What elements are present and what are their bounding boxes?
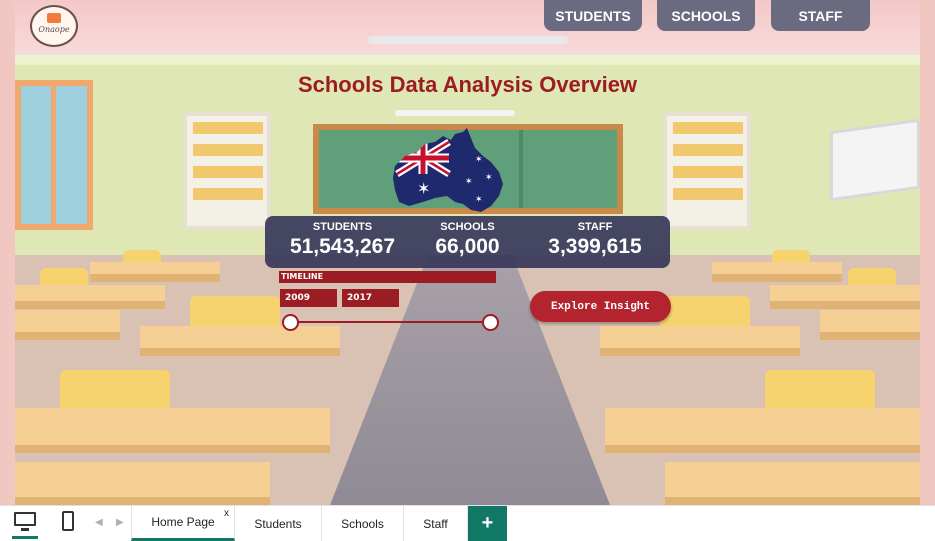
desk	[820, 310, 920, 340]
tab-home-page[interactable]: Home Page x	[131, 506, 235, 541]
bookshelf-right	[663, 112, 751, 230]
kpi-card: STUDENTS 51,543,267 SCHOOLS 66,000 STAFF…	[265, 216, 670, 268]
kpi-schools-label: SCHOOLS	[440, 221, 495, 233]
desktop-view-indicator	[12, 536, 38, 539]
classroom-window	[15, 80, 93, 230]
timeline-slider-track[interactable]	[290, 321, 490, 323]
desk	[712, 262, 842, 282]
svg-text:✶: ✶	[417, 179, 430, 198]
wall-trim	[15, 55, 920, 65]
ceiling-lamp	[368, 36, 568, 44]
report-canvas: Onaope STUDENTS SCHOOLS STAFF Schools Da…	[0, 0, 935, 505]
shelf-books	[193, 122, 263, 134]
tab-schools-label: Schools	[341, 516, 384, 531]
kpi-schools-value: 66,000	[435, 235, 500, 258]
desk	[15, 408, 330, 453]
bookshelf-left	[183, 112, 271, 230]
kpi-students: STUDENTS 51,543,267	[285, 221, 400, 259]
svg-text:✶: ✶	[475, 195, 483, 205]
tab-scroll-left-icon[interactable]: ◀	[95, 517, 103, 528]
kpi-schools: SCHOOLS 66,000	[420, 221, 515, 259]
timeline-start-year-input[interactable]: 2009	[280, 289, 337, 307]
tab-close-icon[interactable]: x	[224, 508, 229, 519]
shelf-books	[673, 188, 743, 200]
tab-home-page-label: Home Page	[151, 515, 215, 529]
timeline-end-year-input[interactable]: 2017	[342, 289, 399, 307]
noticeboard	[830, 118, 920, 202]
tab-students-label: Students	[254, 516, 302, 531]
desk	[90, 262, 220, 282]
left-wall-edge	[0, 0, 15, 505]
logo-text: Onaope	[38, 25, 70, 34]
page-title: Schools Data Analysis Overview	[297, 72, 638, 97]
explore-insight-button[interactable]: Explore Insight	[530, 291, 671, 322]
tab-staff[interactable]: Staff	[404, 506, 468, 541]
shelf-books	[193, 188, 263, 200]
kpi-staff-value: 3,399,615	[548, 235, 642, 258]
page-tab-bar: ◀ ▶ Home Page x Students Schools Staff +	[0, 505, 935, 541]
shelf-books	[193, 166, 263, 178]
timeline-start-handle[interactable]	[282, 314, 299, 331]
svg-text:✶: ✶	[475, 155, 483, 165]
tab-staff-label: Staff	[423, 516, 448, 531]
kpi-staff-label: STAFF	[577, 221, 613, 233]
kpi-students-label: STUDENTS	[312, 221, 373, 233]
tab-schools[interactable]: Schools	[322, 506, 404, 541]
students-nav-button[interactable]: STUDENTS	[544, 0, 642, 31]
timeline-label: TIMELINE	[279, 271, 496, 283]
svg-text:✶: ✶	[465, 177, 473, 187]
shelf-books	[673, 144, 743, 156]
desk	[605, 408, 920, 453]
desktop-view-icon[interactable]	[14, 512, 36, 531]
shelf-books	[673, 166, 743, 178]
add-page-button[interactable]: +	[468, 506, 507, 541]
right-wall-edge	[920, 0, 935, 505]
desk	[15, 285, 165, 309]
shelf-books	[673, 122, 743, 134]
desk	[600, 326, 800, 356]
board-lamp	[395, 110, 515, 116]
schools-nav-button[interactable]: SCHOOLS	[657, 0, 755, 31]
tab-scroll-right-icon[interactable]: ▶	[116, 517, 124, 528]
desk	[15, 310, 120, 340]
kpi-students-value: 51,543,267	[289, 235, 396, 258]
kpi-staff: STAFF 3,399,615	[540, 221, 650, 259]
desk	[665, 462, 920, 505]
desk	[140, 326, 340, 356]
staff-nav-button[interactable]: STAFF	[771, 0, 870, 31]
australia-flag-map-icon: ✶ ✶ ✶ ✶ ✶	[393, 128, 503, 212]
timeline-end-handle[interactable]	[482, 314, 499, 331]
mobile-view-icon[interactable]	[62, 511, 74, 531]
desk	[770, 285, 920, 309]
desk	[15, 462, 270, 505]
company-logo: Onaope	[30, 5, 78, 47]
tab-students[interactable]: Students	[235, 506, 322, 541]
svg-text:✶: ✶	[485, 173, 493, 183]
shelf-books	[193, 144, 263, 156]
logo-chat-icon	[47, 13, 61, 23]
